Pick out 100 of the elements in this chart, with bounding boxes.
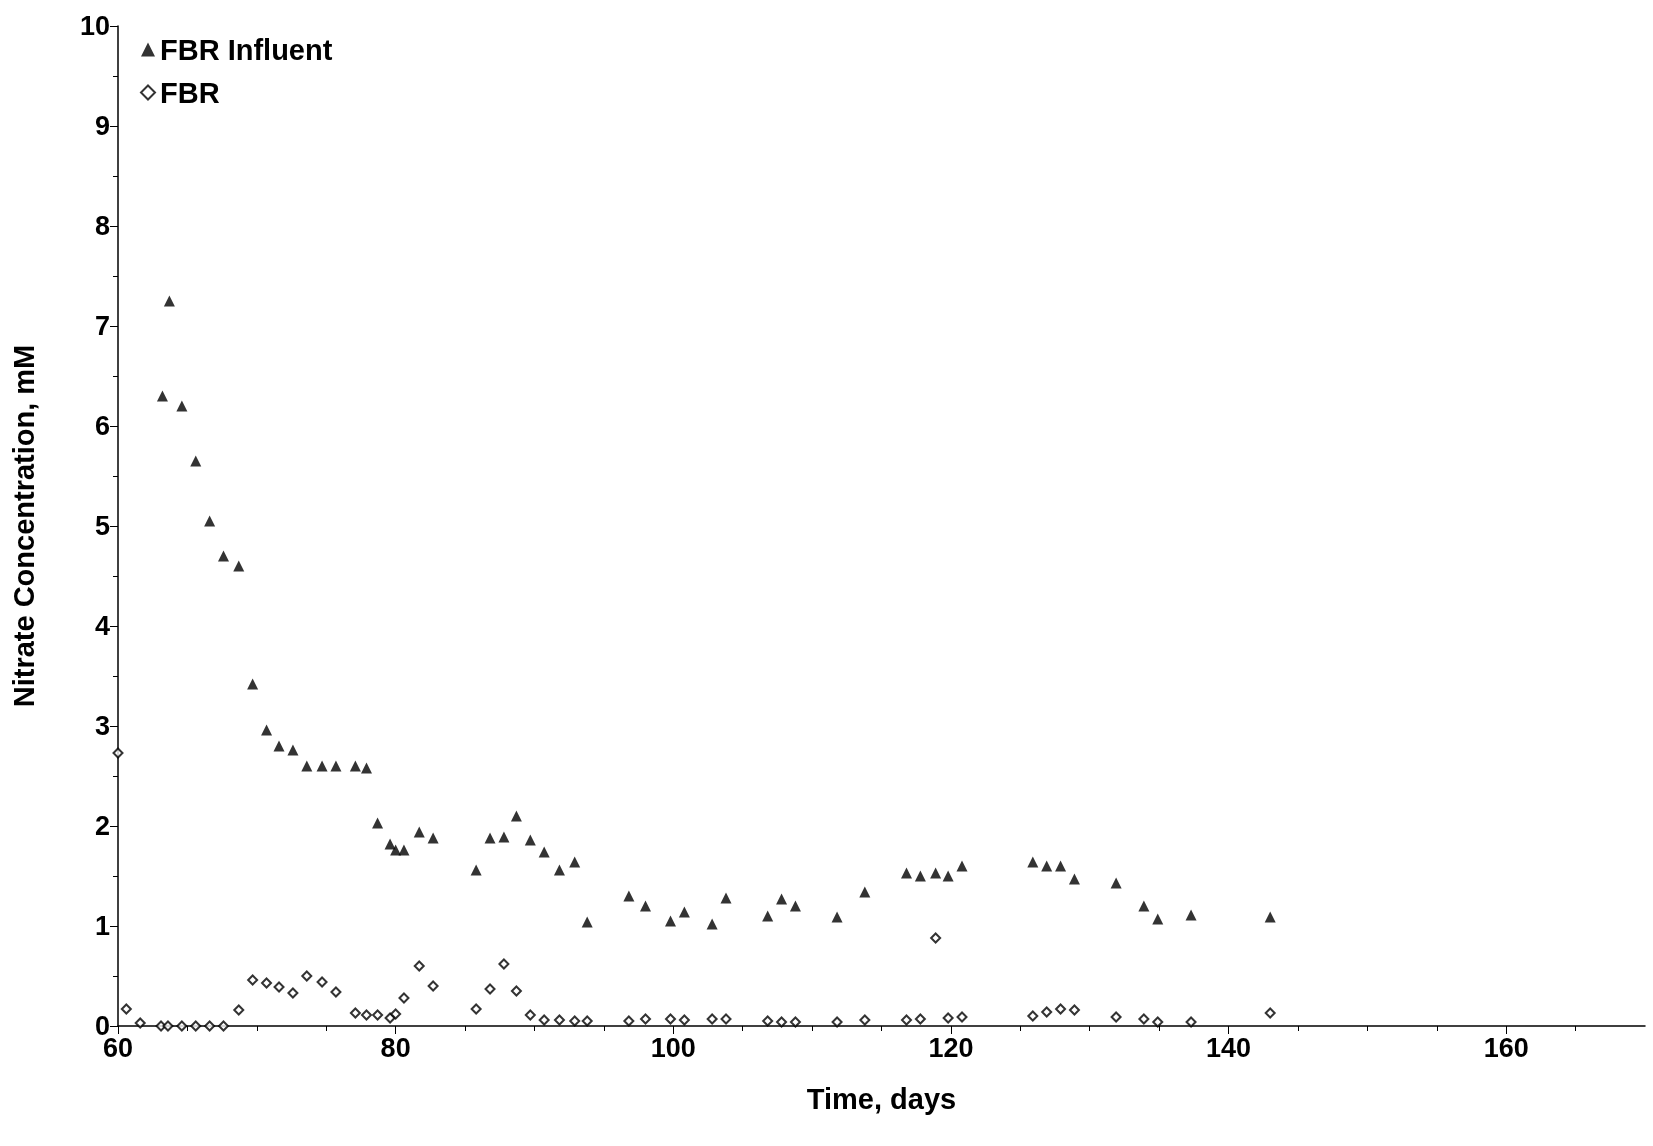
point <box>349 1007 361 1019</box>
point <box>218 1020 229 1032</box>
point <box>706 918 718 930</box>
point <box>1152 1016 1164 1028</box>
point <box>349 760 361 772</box>
point <box>498 831 510 843</box>
point <box>678 1014 690 1026</box>
point <box>413 826 425 838</box>
point <box>914 870 926 882</box>
x-tick-label: 100 <box>650 1032 696 1063</box>
point <box>665 1013 676 1025</box>
point <box>831 911 843 923</box>
point <box>581 1015 593 1027</box>
x-tick-label: 160 <box>1483 1032 1529 1063</box>
legend-label: FBR Influent <box>160 33 333 66</box>
point <box>859 1014 871 1026</box>
point <box>678 906 690 918</box>
point <box>498 958 510 970</box>
point <box>942 870 954 882</box>
point <box>261 977 273 989</box>
point <box>1055 1003 1067 1015</box>
point <box>287 744 299 756</box>
point <box>930 867 942 879</box>
point <box>569 856 581 868</box>
point <box>247 678 259 690</box>
point <box>156 390 168 402</box>
x-tick-label: 140 <box>1206 1032 1252 1063</box>
point <box>900 867 912 879</box>
legend-label: FBR <box>160 76 220 109</box>
x-tick-label: 80 <box>380 1032 411 1063</box>
point <box>247 974 259 986</box>
point <box>776 893 788 905</box>
point <box>233 560 245 572</box>
point <box>1264 1007 1276 1019</box>
y-tick-label: 1 <box>94 911 110 941</box>
point <box>942 1012 954 1024</box>
point <box>930 932 942 944</box>
point <box>1185 909 1197 921</box>
point <box>162 1020 174 1032</box>
point <box>720 1013 732 1025</box>
point <box>720 892 732 904</box>
point <box>261 724 273 736</box>
point <box>398 992 410 1004</box>
point <box>484 983 496 995</box>
point <box>360 762 372 774</box>
x-axis-title: Time, days <box>806 1082 957 1115</box>
y-tick-label: 9 <box>94 111 110 141</box>
y-tick-label: 10 <box>79 11 110 41</box>
point <box>190 1020 202 1032</box>
point <box>134 1017 146 1029</box>
point <box>470 1003 482 1015</box>
point <box>1152 913 1164 925</box>
point <box>1055 860 1067 872</box>
point <box>569 1015 581 1027</box>
y-axis-title: Nitrate Concentration, mM <box>7 344 40 708</box>
point <box>789 1016 801 1028</box>
y-tick-label: 3 <box>94 711 110 741</box>
point <box>360 1009 372 1021</box>
point <box>470 864 482 876</box>
point <box>623 1015 635 1027</box>
point <box>301 970 313 982</box>
point <box>372 817 384 829</box>
point <box>287 987 299 999</box>
point <box>510 985 522 997</box>
point <box>956 1011 968 1023</box>
point <box>1068 1004 1080 1016</box>
point <box>1110 1011 1122 1023</box>
point <box>218 550 229 562</box>
point <box>398 844 410 856</box>
point <box>316 760 328 772</box>
y-tick-label: 2 <box>94 811 110 841</box>
point <box>524 834 536 846</box>
point <box>956 860 968 872</box>
point <box>762 910 774 922</box>
point <box>233 1004 245 1016</box>
point <box>204 515 216 527</box>
point <box>706 1013 718 1025</box>
point <box>330 986 342 998</box>
point <box>1138 1013 1150 1025</box>
point <box>762 1015 774 1027</box>
point <box>427 832 439 844</box>
point <box>163 295 175 307</box>
point <box>553 864 565 876</box>
point <box>1110 877 1122 889</box>
point <box>301 760 313 772</box>
y-tick-label: 5 <box>94 511 110 541</box>
point <box>623 890 635 902</box>
point <box>640 1013 652 1025</box>
point <box>372 1009 384 1021</box>
y-tick-label: 7 <box>94 311 110 341</box>
x-tick-label: 120 <box>928 1032 974 1063</box>
point <box>859 886 871 898</box>
y-tick-label: 8 <box>94 211 110 241</box>
point <box>831 1016 843 1028</box>
point <box>390 1008 402 1020</box>
point <box>538 846 550 858</box>
point <box>524 1009 536 1021</box>
y-tick-label: 4 <box>94 611 110 641</box>
point <box>413 960 425 972</box>
point <box>1027 856 1039 868</box>
